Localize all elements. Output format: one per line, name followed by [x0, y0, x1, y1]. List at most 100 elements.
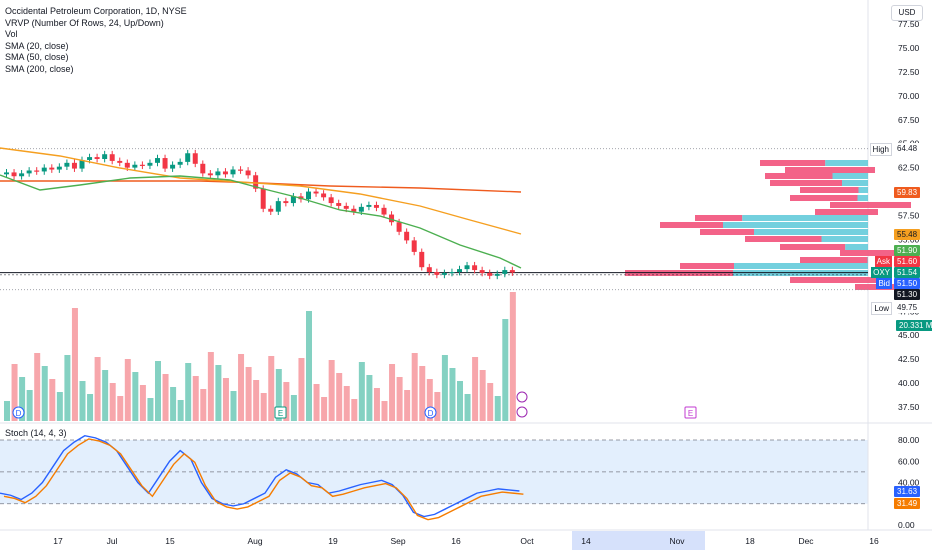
- vrvp-bar-up: [754, 229, 868, 235]
- indicator-sma20[interactable]: SMA (20, close): [5, 40, 69, 51]
- candle-body: [260, 188, 266, 209]
- flash-icon: [516, 406, 528, 418]
- candle-body: [132, 164, 138, 168]
- volume-bar: [215, 365, 222, 421]
- price-tag-6: Bid 51.50: [876, 278, 921, 289]
- event-marker-2[interactable]: D: [424, 406, 437, 419]
- currency-button[interactable]: USD: [891, 5, 923, 21]
- volume-bar: [411, 353, 418, 421]
- volume-bar: [426, 379, 433, 421]
- candle-body: [71, 162, 77, 169]
- candle-body: [245, 170, 251, 176]
- price-tag-9: 20.331 M: [896, 320, 932, 331]
- time-tick-label: 19: [328, 536, 338, 546]
- candle-body: [336, 203, 342, 206]
- volume-bar: [162, 374, 169, 421]
- vrvp-bar-up: [825, 160, 868, 166]
- volume-bar: [502, 319, 509, 421]
- price-tag-8: Low 49.75: [871, 302, 921, 315]
- candle-body: [472, 265, 478, 271]
- candle-body: [155, 158, 160, 163]
- volume-bar: [434, 392, 441, 421]
- stoch-tick-label: 60.00: [898, 456, 920, 466]
- indicator-sma200[interactable]: SMA (200, close): [5, 63, 74, 74]
- volume-bar: [124, 359, 131, 421]
- indicator-vol[interactable]: Vol: [5, 29, 18, 39]
- candle-body: [109, 154, 115, 161]
- volume-bar: [192, 376, 199, 421]
- vrvp-bar-up: [858, 187, 868, 193]
- add-alert-icon: [516, 391, 528, 403]
- indicator-sma50[interactable]: SMA (50, close): [5, 52, 69, 62]
- volume-bar: [298, 358, 305, 421]
- volume-bar: [102, 370, 109, 421]
- volume-bar: [306, 311, 312, 421]
- vrvp-bar-down: [785, 167, 875, 173]
- volume-bar: [464, 394, 471, 421]
- volume-bar: [260, 393, 267, 421]
- price-tick-label: 77.50: [898, 19, 920, 29]
- price-tag-value: 51.50: [897, 279, 918, 288]
- vrvp-bar-up: [845, 244, 868, 250]
- candle-body: [275, 201, 281, 212]
- candle-body: [290, 196, 296, 204]
- time-tick-label: Nov: [669, 536, 685, 546]
- time-tick-label: Aug: [247, 536, 262, 546]
- volume-bar: [373, 388, 380, 421]
- time-tick-label: Dec: [798, 536, 814, 546]
- volume-bar: [207, 352, 214, 421]
- candle-body: [26, 170, 32, 174]
- volume-bar: [64, 355, 71, 421]
- price-tag-value: 31.49: [897, 499, 918, 508]
- price-tag-value: 20.331 M: [899, 321, 932, 330]
- vrvp-bar-down: [840, 250, 912, 256]
- candle-body: [230, 169, 236, 175]
- volume-bar: [283, 382, 290, 421]
- price-tag-value: 51.60: [897, 257, 918, 266]
- event-marker-1[interactable]: E: [274, 406, 287, 419]
- time-tick-label: 18: [745, 536, 755, 546]
- candle-body: [419, 251, 425, 268]
- candle-body: [373, 204, 379, 208]
- price-tick-label: 45.00: [898, 330, 920, 340]
- vrvp-bar-up: [821, 236, 868, 242]
- volume-bar: [245, 367, 252, 421]
- volume-bar: [253, 380, 260, 421]
- stoch-indicator-label[interactable]: Stoch (14, 4, 3): [5, 428, 67, 438]
- volume-bar: [351, 399, 358, 421]
- volume-bar: [381, 401, 388, 421]
- candle-body: [147, 162, 153, 166]
- volume-bar: [290, 395, 297, 421]
- sma20-line: [0, 174, 522, 269]
- vrvp-bar-down: [800, 187, 859, 193]
- volume-bar: [404, 390, 411, 421]
- candle-body: [351, 208, 357, 212]
- symbol-title[interactable]: Occidental Petroleum Corporation, 1D, NY…: [5, 6, 187, 16]
- indicator-vrvp[interactable]: VRVP (Number Of Rows, 24, Up/Down): [5, 17, 164, 28]
- volume-bar: [479, 370, 486, 421]
- volume-bar: [177, 400, 184, 421]
- volume-bar: [419, 366, 426, 421]
- vrvp-bar-up: [857, 195, 868, 201]
- candle-body: [313, 191, 319, 194]
- volume-bar: [200, 389, 207, 421]
- candle-body: [117, 160, 123, 163]
- volume-bar: [56, 392, 63, 421]
- volume-bar: [26, 390, 33, 421]
- event-marker-0[interactable]: D: [12, 406, 25, 419]
- vrvp-bar-up: [842, 180, 868, 186]
- event-marker-shape: [274, 406, 287, 419]
- volume-bar: [11, 364, 18, 421]
- volume-bar: [49, 379, 56, 421]
- volume-bar: [366, 375, 373, 421]
- candle-body: [56, 166, 62, 170]
- volume-bar: [313, 384, 320, 421]
- vrvp-bar-up: [742, 215, 868, 221]
- price-tag-value: 55.48: [897, 230, 918, 239]
- volume-bar: [4, 401, 10, 421]
- event-marker-3[interactable]: E: [684, 406, 697, 419]
- candle-body: [102, 154, 108, 160]
- candle-body: [328, 197, 334, 204]
